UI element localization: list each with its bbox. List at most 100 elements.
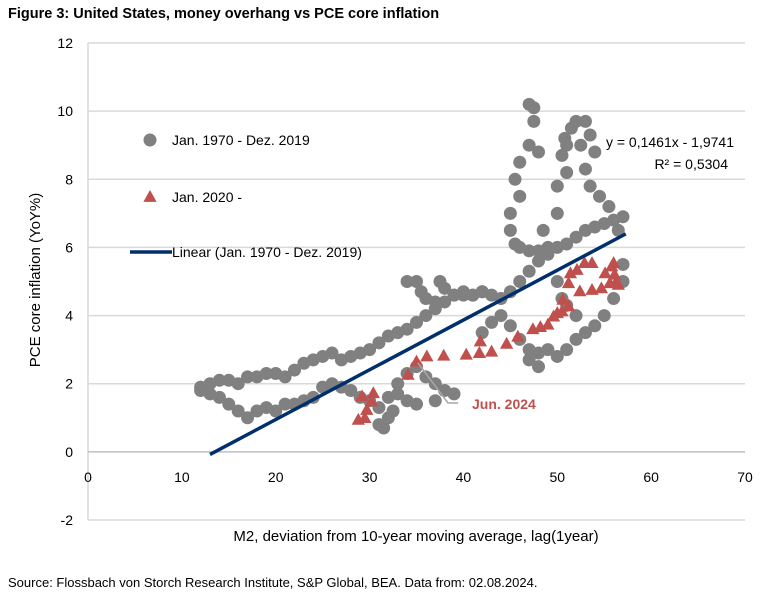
data-point-circle [391, 387, 405, 401]
x-tick-label: 50 [549, 469, 565, 485]
data-point-triangle [420, 349, 434, 362]
legend-label-recent: Jan. 2020 - [172, 189, 242, 205]
data-point-circle [550, 179, 564, 193]
legend-label-linear: Linear (Jan. 1970 - Dez. 2019) [172, 244, 362, 260]
y-tick-label: 6 [65, 239, 73, 255]
trend-line [209, 232, 627, 456]
data-point-circle [564, 121, 578, 135]
x-tick-label: 30 [362, 469, 378, 485]
data-point-circle [569, 230, 583, 244]
annotation-label: Jun. 2024 [472, 396, 536, 412]
data-point-triangle [603, 276, 617, 289]
data-point-triangle [484, 344, 499, 357]
data-point-circle [513, 275, 527, 288]
data-point-circle [278, 370, 292, 384]
y-tick-label: 12 [57, 35, 73, 51]
data-point-circle [386, 404, 400, 418]
data-point-circle [212, 390, 226, 404]
data-point-triangle [606, 256, 621, 269]
y-axis-label: PCE core inflation (YoY%) [27, 193, 44, 368]
data-point-triangle [594, 281, 609, 294]
annotation-leader [417, 362, 458, 404]
data-point-triangle [541, 317, 555, 330]
data-point-triangle [472, 346, 487, 358]
data-point-circle [550, 275, 564, 288]
data-point-circle [325, 346, 339, 360]
data-point-circle [419, 309, 433, 323]
data-point-circle [513, 155, 527, 169]
data-point-circle [578, 114, 592, 128]
data-point-triangle [585, 256, 599, 269]
data-point-circle [593, 189, 607, 203]
data-point-circle [558, 131, 572, 145]
data-point-circle [569, 309, 583, 323]
data-point-circle [259, 366, 273, 380]
x-tick-label: 10 [174, 469, 190, 485]
data-point-triangle [459, 347, 473, 360]
data-point-circle [503, 319, 517, 333]
data-point-circle [541, 343, 555, 357]
data-point-circle [555, 148, 569, 162]
data-point-circle [222, 397, 236, 411]
data-point-circle [550, 206, 564, 220]
data-point-triangle [409, 354, 424, 367]
y-tick-label: -2 [61, 512, 74, 528]
data-point-circle [447, 288, 461, 302]
data-point-circle [588, 319, 602, 333]
data-point-circle [400, 275, 414, 288]
data-point-circle [532, 254, 546, 268]
legend-triangle-icon [143, 190, 157, 202]
y-tick-label: 8 [65, 171, 73, 187]
data-point-circle [616, 210, 630, 224]
data-point-triangle [360, 402, 374, 415]
data-point-circle [377, 421, 391, 435]
data-point-circle [456, 288, 470, 302]
data-point-circle [485, 315, 499, 329]
data-point-circle [428, 295, 442, 309]
data-point-circle [269, 404, 283, 418]
source-note: Source: Flossbach von Storch Research In… [8, 575, 538, 590]
data-point-circle [583, 179, 597, 193]
data-point-triangle [355, 389, 369, 402]
data-point-triangle [585, 283, 599, 295]
x-tick-label: 0 [84, 469, 92, 485]
data-point-circle [231, 377, 245, 391]
data-point-triangle [561, 276, 576, 289]
data-point-circle [560, 237, 574, 251]
data-point-triangle [401, 367, 415, 380]
data-point-circle [522, 353, 536, 367]
data-point-circle [363, 343, 377, 357]
x-tick-label: 60 [643, 469, 659, 485]
data-point-triangle [561, 299, 576, 312]
data-point-circle [578, 162, 592, 176]
data-point-circle [574, 138, 588, 152]
data-point-circle [287, 363, 301, 377]
data-point-circle [410, 275, 423, 288]
data-point-circle [536, 223, 550, 237]
data-point-circle [494, 309, 508, 323]
data-point-circle [231, 404, 245, 418]
data-point-circle [391, 377, 405, 391]
data-point-circle [503, 223, 517, 237]
data-point-circle [583, 128, 597, 142]
data-point-circle [602, 200, 616, 214]
data-point-circle [522, 244, 536, 258]
data-point-circle [410, 315, 423, 329]
data-point-circle [611, 223, 625, 237]
y-tick-label: 2 [65, 376, 73, 392]
data-point-circle [428, 394, 442, 408]
data-point-circle [438, 295, 452, 309]
data-point-circle [560, 165, 574, 179]
data-point-triangle [364, 394, 379, 407]
data-point-circle [527, 114, 541, 128]
data-point-circle [400, 394, 414, 408]
data-point-circle [597, 309, 611, 323]
data-point-triangle [437, 348, 451, 361]
data-point-triangle [511, 329, 525, 342]
data-point-circle [513, 189, 527, 203]
data-point-triangle [473, 334, 487, 347]
data-point-circle [607, 292, 621, 306]
data-point-triangle [366, 386, 380, 399]
data-point-circle [212, 373, 226, 387]
